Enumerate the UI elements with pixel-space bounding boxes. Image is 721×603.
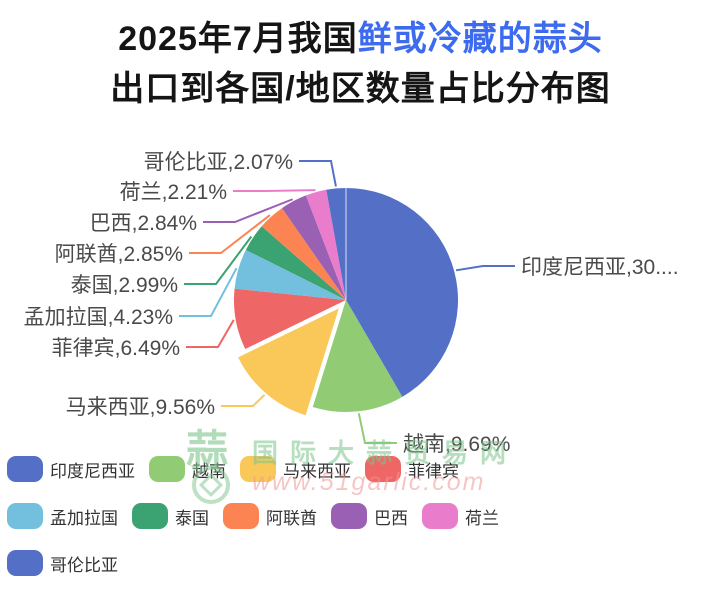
legend-label-vietnam: 越南 bbox=[192, 461, 226, 481]
label-line-vietnam bbox=[357, 413, 397, 444]
legend-label-uae: 阿联酋 bbox=[266, 508, 317, 528]
legend-label-indonesia: 印度尼西亚 bbox=[50, 461, 135, 481]
pie-slice-brazil[interactable] bbox=[281, 195, 346, 300]
legend-item-indonesia[interactable]: 印度尼西亚 bbox=[7, 456, 135, 482]
legend-label-netherlands: 荷兰 bbox=[465, 508, 499, 528]
legend-item-thailand[interactable]: 泰国 bbox=[132, 503, 209, 529]
label-line-brazil bbox=[203, 198, 294, 223]
label-line-philippines bbox=[186, 319, 235, 348]
legend-item-philippines[interactable]: 菲律宾 bbox=[365, 456, 459, 482]
label-line-colombia bbox=[299, 160, 337, 187]
pie-label-netherlands: 荷兰,2.21% bbox=[119, 181, 227, 204]
label-line-thailand bbox=[184, 235, 253, 285]
pie-label-indonesia: 印度尼西亚,30.... bbox=[521, 256, 679, 279]
label-line-indonesia bbox=[455, 265, 515, 272]
legend-marker-indonesia[interactable] bbox=[7, 456, 43, 482]
legend-marker-vietnam[interactable] bbox=[149, 456, 185, 482]
legend-marker-brazil[interactable] bbox=[331, 503, 367, 529]
legend-item-malaysia[interactable]: 马来西亚 bbox=[240, 456, 351, 482]
title-line1-prefix: 2025年7月我国 bbox=[118, 20, 358, 58]
legend-item-bangladesh[interactable]: 孟加拉国 bbox=[7, 503, 118, 529]
pie-label-brazil: 巴西,2.84% bbox=[89, 212, 197, 235]
pie-label-malaysia: 马来西亚,9.56% bbox=[65, 396, 215, 419]
pie-slice-thailand[interactable] bbox=[245, 226, 346, 300]
chart-title: 2025年7月我国鲜或冷藏的蒜头 出口到各国/地区数量占比分布图 bbox=[0, 14, 721, 114]
pie-slice-philippines[interactable] bbox=[234, 288, 346, 349]
pie-label-vietnam: 越南,9.69% bbox=[403, 433, 511, 456]
legend: 印度尼西亚 越南 马来西亚 菲律宾孟加拉国 泰国 阿联酋 巴西 荷兰哥伦比亚 bbox=[7, 456, 499, 576]
legend-marker-thailand[interactable] bbox=[132, 503, 168, 529]
pie-slice-indonesia[interactable] bbox=[346, 188, 459, 397]
pie-slice-vietnam[interactable] bbox=[312, 300, 403, 412]
legend-label-malaysia: 马来西亚 bbox=[283, 461, 351, 481]
legend-label-bangladesh: 孟加拉国 bbox=[50, 508, 118, 528]
legend-marker-uae[interactable] bbox=[223, 503, 259, 529]
legend-item-netherlands[interactable]: 荷兰 bbox=[422, 503, 499, 529]
label-line-bangladesh bbox=[179, 267, 238, 317]
label-line-netherlands bbox=[233, 189, 316, 192]
legend-label-thailand: 泰国 bbox=[175, 508, 209, 528]
legend-item-vietnam[interactable]: 越南 bbox=[149, 456, 226, 482]
legend-label-philippines: 菲律宾 bbox=[408, 461, 459, 481]
legend-item-colombia[interactable]: 哥伦比亚 bbox=[7, 550, 118, 576]
pie-label-thailand: 泰国,2.99% bbox=[70, 274, 178, 297]
pie-label-bangladesh: 孟加拉国,4.23% bbox=[23, 306, 173, 329]
label-line-malaysia bbox=[221, 394, 266, 407]
pie-slice-malaysia[interactable] bbox=[238, 308, 339, 416]
pie-slice-uae[interactable] bbox=[261, 208, 346, 300]
legend-marker-netherlands[interactable] bbox=[422, 503, 458, 529]
legend-label-colombia: 哥伦比亚 bbox=[50, 555, 118, 575]
label-line-uae bbox=[189, 214, 271, 254]
chart-title-line2: 出口到各国/地区数量占比分布图 bbox=[110, 70, 611, 108]
pie-label-colombia: 哥伦比亚,2.07% bbox=[143, 151, 293, 174]
title-line1-highlight: 鲜或冷藏的蒜头 bbox=[357, 20, 603, 58]
legend-label-brazil: 巴西 bbox=[374, 508, 408, 528]
legend-item-brazil[interactable]: 巴西 bbox=[331, 503, 408, 529]
legend-marker-philippines[interactable] bbox=[365, 456, 401, 482]
pie-slice-netherlands[interactable] bbox=[305, 189, 346, 300]
pie-slice-colombia[interactable] bbox=[326, 188, 346, 300]
chart-title-line1: 2025年7月我国鲜或冷藏的蒜头 bbox=[0, 14, 721, 64]
legend-marker-malaysia[interactable] bbox=[240, 456, 276, 482]
pie-label-uae: 阿联酋,2.85% bbox=[54, 243, 183, 266]
pie-slice-bangladesh[interactable] bbox=[234, 249, 346, 300]
pie-label-philippines: 菲律宾,6.49% bbox=[51, 337, 180, 360]
legend-item-uae[interactable]: 阿联酋 bbox=[223, 503, 317, 529]
legend-marker-bangladesh[interactable] bbox=[7, 503, 43, 529]
legend-marker-colombia[interactable] bbox=[7, 550, 43, 576]
